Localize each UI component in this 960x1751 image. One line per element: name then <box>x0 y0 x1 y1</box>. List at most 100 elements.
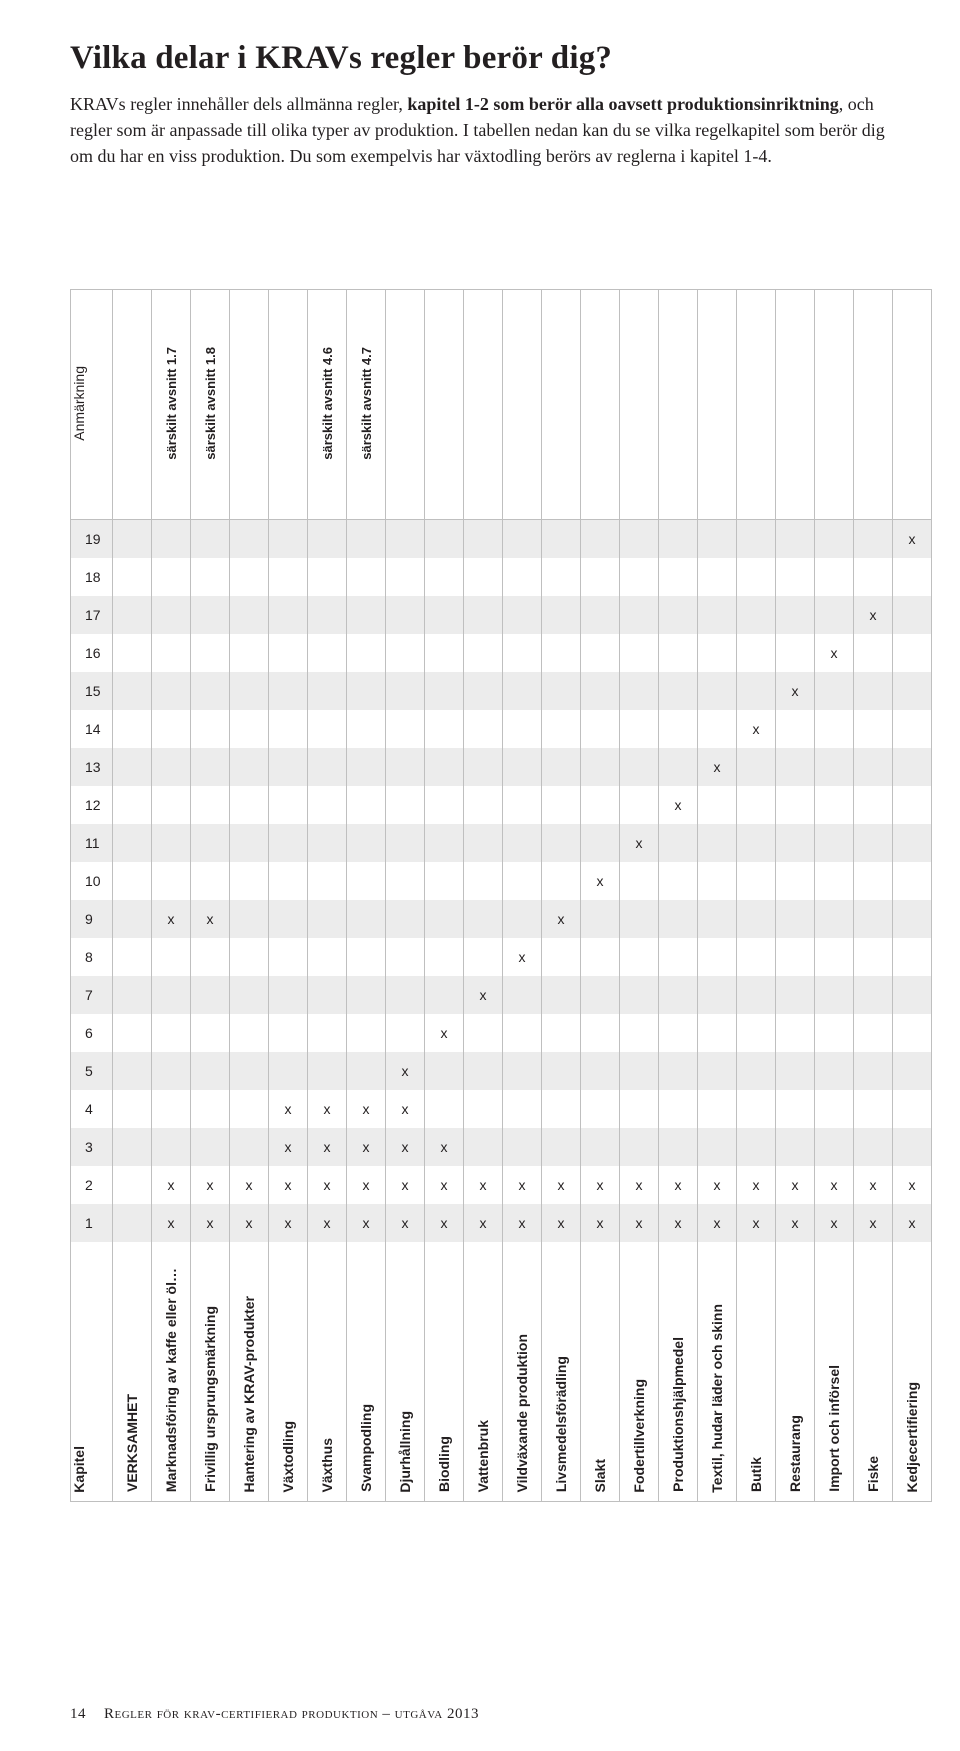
matrix-cell <box>386 900 425 938</box>
chapter-number: 16 <box>71 634 113 672</box>
matrix-cell: x <box>503 938 542 976</box>
matrix-cell <box>893 710 932 748</box>
matrix-cell <box>737 634 776 672</box>
matrix-cell <box>854 824 893 862</box>
matrix-cell <box>542 710 581 748</box>
matrix-cell: x <box>347 1090 386 1128</box>
matrix-cell <box>698 1090 737 1128</box>
column-label-cell: Kedjecertifiering <box>893 1242 932 1502</box>
matrix-cell <box>776 938 815 976</box>
column-label-cell: Fiske <box>854 1242 893 1502</box>
matrix-cell <box>191 862 230 900</box>
matrix-cell <box>386 862 425 900</box>
table-row: 11x <box>71 824 932 862</box>
matrix-cell <box>737 596 776 634</box>
matrix-cell: x <box>269 1090 308 1128</box>
matrix-cell: x <box>815 1166 854 1204</box>
matrix-cell <box>776 520 815 558</box>
matrix-cell <box>113 976 152 1014</box>
matrix-cell: x <box>542 1204 581 1242</box>
matrix-cell <box>542 520 581 558</box>
matrix-cell <box>191 824 230 862</box>
matrix-cell: x <box>737 1166 776 1204</box>
matrix-cell <box>659 1014 698 1052</box>
matrix-cell: x <box>542 900 581 938</box>
matrix-cell <box>503 672 542 710</box>
matrix-cell <box>425 672 464 710</box>
matrix-cell <box>425 976 464 1014</box>
matrix-cell <box>308 634 347 672</box>
matrix-cell: x <box>191 1204 230 1242</box>
matrix-cell: x <box>698 1204 737 1242</box>
column-label: Växthus <box>319 1432 335 1498</box>
matrix-cell <box>893 976 932 1014</box>
matrix-cell <box>464 1014 503 1052</box>
anno-cell <box>542 290 581 520</box>
column-label: Hantering av KRAV-produkter <box>241 1290 257 1499</box>
matrix-cell <box>698 558 737 596</box>
matrix-cell <box>230 900 269 938</box>
matrix-cell <box>347 900 386 938</box>
matrix-cell <box>698 634 737 672</box>
matrix-cell <box>308 558 347 596</box>
matrix-cell <box>542 938 581 976</box>
matrix-cell: x <box>308 1204 347 1242</box>
matrix-cell <box>113 1052 152 1090</box>
column-label-cell: Vattenbruk <box>464 1242 503 1502</box>
column-label-cell: Import och införsel <box>815 1242 854 1502</box>
matrix-cell <box>659 938 698 976</box>
matrix-cell <box>464 748 503 786</box>
matrix-cell <box>152 1052 191 1090</box>
matrix-cell <box>854 900 893 938</box>
matrix-cell <box>308 672 347 710</box>
matrix-cell: x <box>854 1166 893 1204</box>
matrix-cell <box>620 748 659 786</box>
matrix-cell: x <box>191 900 230 938</box>
matrix-cell <box>113 900 152 938</box>
chapter-number: 2 <box>71 1166 113 1204</box>
matrix-cell: x <box>386 1128 425 1166</box>
column-label-cell: Hantering av KRAV-produkter <box>230 1242 269 1502</box>
matrix-cell <box>152 520 191 558</box>
matrix-cell <box>152 786 191 824</box>
matrix-cell: x <box>464 976 503 1014</box>
chapter-number: 17 <box>71 596 113 634</box>
matrix-cell <box>152 1014 191 1052</box>
matrix-cell <box>464 900 503 938</box>
matrix-cell <box>191 596 230 634</box>
matrix-cell <box>776 1128 815 1166</box>
matrix-cell <box>269 862 308 900</box>
anno-cell <box>230 290 269 520</box>
matrix-cell <box>542 786 581 824</box>
matrix-cell <box>893 824 932 862</box>
matrix-cell <box>737 748 776 786</box>
matrix-cell <box>659 520 698 558</box>
column-label-cell: Svampodling <box>347 1242 386 1502</box>
matrix-cell <box>425 786 464 824</box>
matrix-cell <box>776 1014 815 1052</box>
matrix-cell <box>503 976 542 1014</box>
matrix-cell <box>269 938 308 976</box>
matrix-cell <box>581 710 620 748</box>
column-label-cell: VERKSAMHET <box>113 1242 152 1502</box>
matrix-cell <box>581 1128 620 1166</box>
matrix-cell <box>620 672 659 710</box>
matrix-cell <box>542 672 581 710</box>
matrix-cell <box>347 1052 386 1090</box>
anno-cell: särskilt avsnitt 1.8 <box>191 290 230 520</box>
column-label-cell: Restaurang <box>776 1242 815 1502</box>
matrix-cell <box>620 786 659 824</box>
matrix-cell <box>854 710 893 748</box>
matrix-cell <box>386 710 425 748</box>
column-label: Fiske <box>865 1450 881 1498</box>
chapter-number: 1 <box>71 1204 113 1242</box>
matrix-cell <box>854 672 893 710</box>
matrix-cell <box>620 862 659 900</box>
matrix-cell <box>269 596 308 634</box>
matrix-cell <box>230 672 269 710</box>
intro-part1: KRAVs regler innehåller dels allmänna re… <box>70 94 407 114</box>
column-label: Marknadsföring av kaffe eller öl… <box>163 1262 179 1498</box>
column-label-cell: Kapitel <box>71 1242 113 1502</box>
anno-cell: särskilt avsnitt 4.7 <box>347 290 386 520</box>
matrix-cell: x <box>737 1204 776 1242</box>
